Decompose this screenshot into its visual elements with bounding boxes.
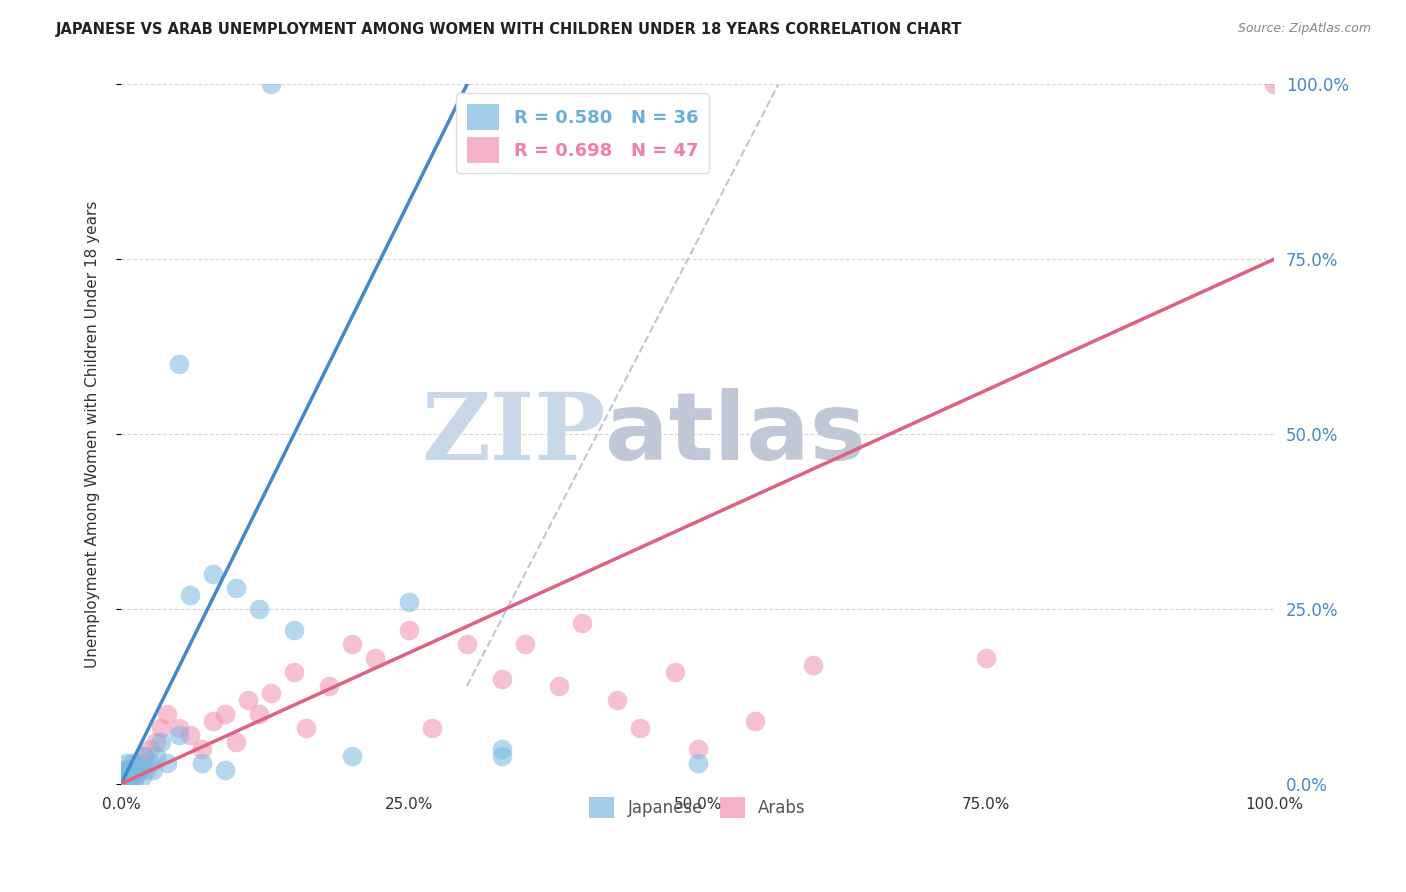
Point [491, 672, 513, 686]
Point [249, 706, 271, 721]
Text: Source: ZipAtlas.com: Source: ZipAtlas.com [1237, 22, 1371, 36]
Point [120, 770, 142, 784]
Point [456, 637, 478, 651]
Point [260, 78, 283, 92]
Point [117, 763, 139, 777]
Point [283, 623, 305, 637]
Point [121, 756, 143, 770]
Point [114, 770, 136, 784]
Point [167, 357, 190, 371]
Point [131, 756, 153, 770]
Point [225, 735, 247, 749]
Point [167, 721, 190, 735]
Text: JAPANESE VS ARAB UNEMPLOYMENT AMONG WOMEN WITH CHILDREN UNDER 18 YEARS CORRELATI: JAPANESE VS ARAB UNEMPLOYMENT AMONG WOME… [56, 22, 963, 37]
Point [664, 665, 686, 679]
Point [744, 714, 766, 728]
Point [118, 763, 141, 777]
Point [571, 615, 593, 630]
Point [135, 763, 157, 777]
Point [112, 763, 135, 777]
Point [118, 770, 141, 784]
Point [167, 728, 190, 742]
Point [120, 763, 142, 777]
Point [179, 728, 201, 742]
Point [606, 693, 628, 707]
Point [114, 770, 136, 784]
Point [491, 748, 513, 763]
Point [491, 741, 513, 756]
Point [179, 588, 201, 602]
Point [124, 770, 146, 784]
Point [134, 748, 156, 763]
Point [686, 741, 709, 756]
Point [191, 756, 214, 770]
Point [340, 637, 363, 651]
Point [150, 735, 173, 749]
Point [974, 651, 997, 665]
Point [131, 770, 153, 784]
Point [628, 721, 651, 735]
Point [191, 741, 214, 756]
Point [145, 748, 167, 763]
Point [513, 637, 536, 651]
Point [111, 770, 134, 784]
Point [139, 741, 162, 756]
Point [225, 581, 247, 595]
Point [117, 770, 139, 784]
Point [127, 763, 149, 777]
Text: ZIP: ZIP [420, 389, 606, 479]
Point [112, 763, 135, 777]
Point [114, 756, 136, 770]
Point [801, 657, 824, 672]
Point [398, 623, 420, 637]
Point [202, 714, 225, 728]
Text: atlas: atlas [606, 388, 866, 480]
Point [202, 566, 225, 581]
Legend: Japanese, Arabs: Japanese, Arabs [582, 790, 813, 824]
Point [236, 693, 259, 707]
Y-axis label: Unemployment Among Women with Children Under 18 years: Unemployment Among Women with Children U… [86, 201, 100, 668]
Point [114, 763, 136, 777]
Point [127, 756, 149, 770]
Point [124, 770, 146, 784]
Point [294, 721, 316, 735]
Point [1263, 78, 1285, 92]
Point [260, 686, 283, 700]
Point [398, 595, 420, 609]
Point [142, 763, 165, 777]
Point [115, 770, 138, 784]
Point [364, 651, 387, 665]
Point [128, 763, 150, 777]
Point [156, 706, 179, 721]
Point [111, 770, 134, 784]
Point [156, 756, 179, 770]
Point [134, 748, 156, 763]
Point [150, 721, 173, 735]
Point [686, 756, 709, 770]
Point [249, 602, 271, 616]
Point [548, 679, 571, 693]
Point [121, 770, 143, 784]
Point [318, 679, 340, 693]
Point [121, 763, 143, 777]
Point [340, 748, 363, 763]
Point [121, 763, 143, 777]
Point [214, 706, 236, 721]
Point [115, 763, 138, 777]
Point [145, 735, 167, 749]
Point [214, 763, 236, 777]
Point [139, 756, 162, 770]
Point [283, 665, 305, 679]
Point [422, 721, 444, 735]
